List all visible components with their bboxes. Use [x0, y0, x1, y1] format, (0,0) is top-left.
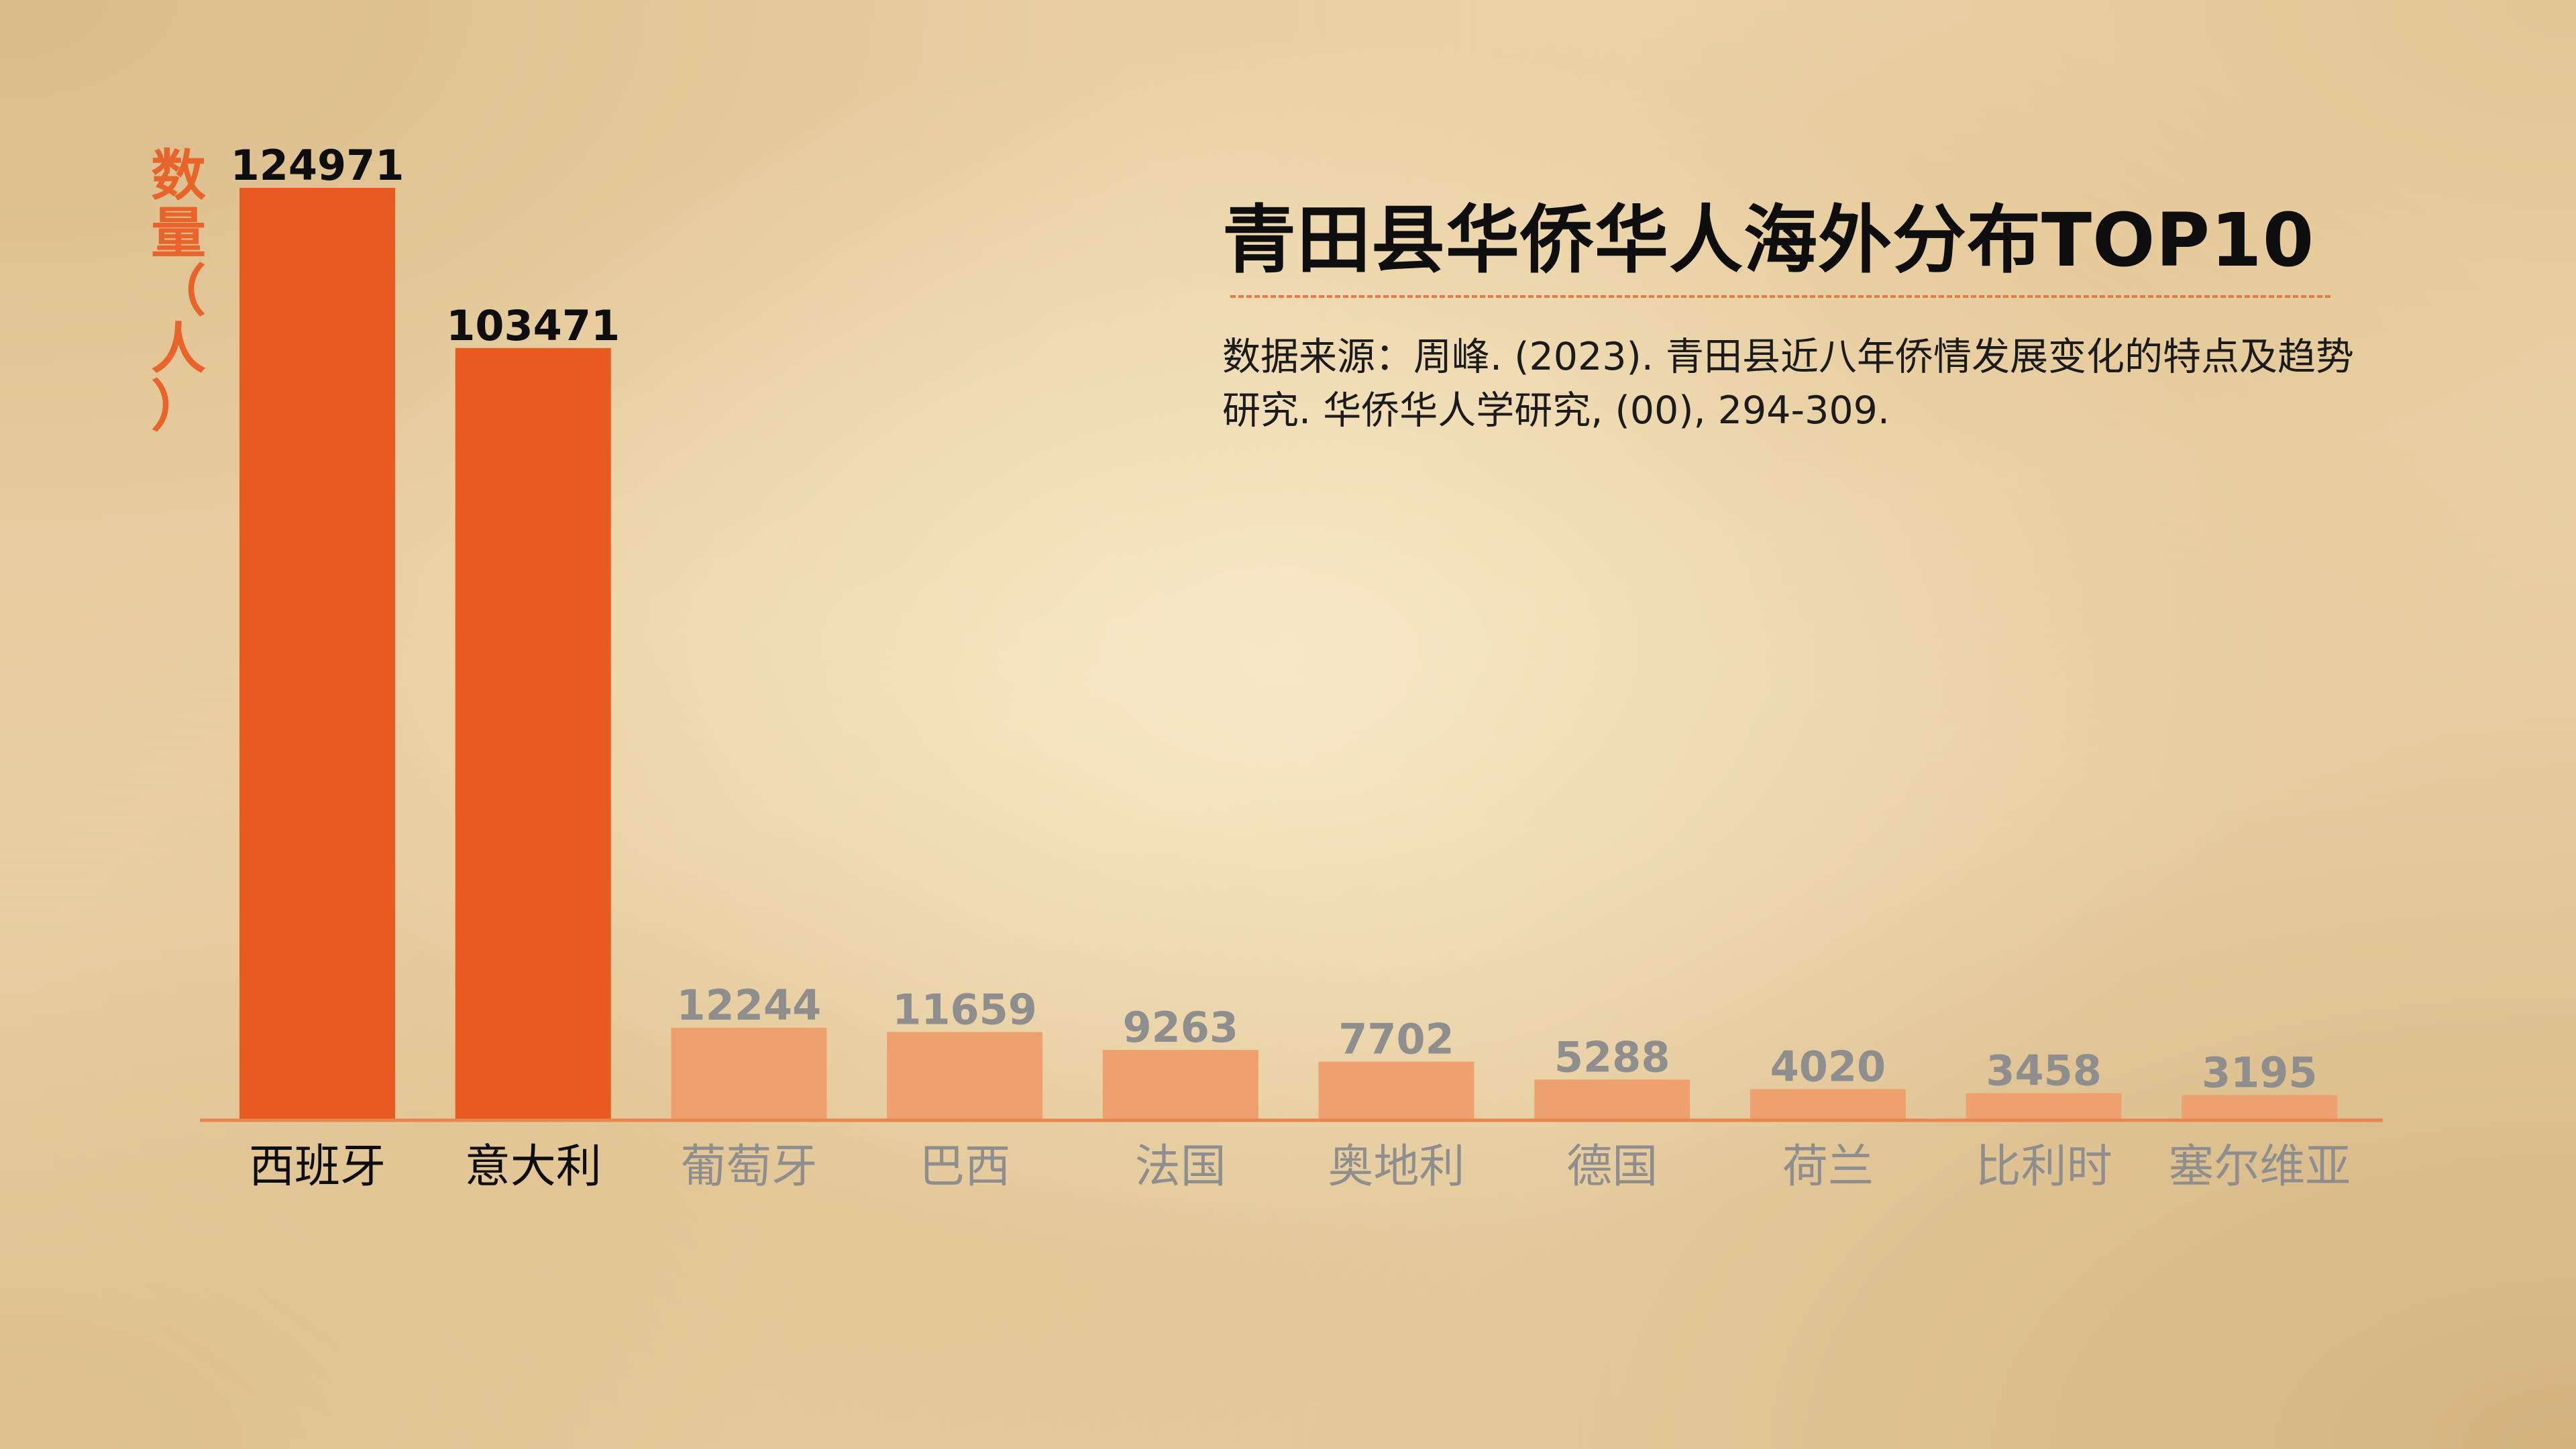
- category-label: 奥地利: [1328, 1140, 1464, 1193]
- category-label: 意大利: [465, 1140, 602, 1193]
- bar-value-label: 3195: [2202, 1049, 2318, 1097]
- bar-value-label: 9263: [1123, 1003, 1239, 1052]
- bar-value-label: 124971: [231, 141, 405, 190]
- category-label: 德国: [1566, 1140, 1658, 1193]
- bar-10: [2182, 1095, 2338, 1119]
- category-label: 荷兰: [1782, 1140, 1874, 1193]
- bar-value-label: 11659: [892, 985, 1037, 1034]
- bar-value-label: 12244: [677, 981, 822, 1030]
- bar-value-label: 3458: [1986, 1046, 2102, 1095]
- data-source-note: 数据来源：周峰. (2023). 青田县近八年侨情发展变化的特点及趋势研究. 华…: [1222, 335, 2355, 433]
- bar-value-label: 7702: [1338, 1015, 1454, 1064]
- bar-value-label: 103471: [446, 301, 620, 350]
- bar-2: [455, 347, 611, 1119]
- category-label: 巴西: [919, 1140, 1010, 1193]
- category-label: 比利时: [1976, 1140, 2112, 1193]
- bar-3: [671, 1028, 827, 1119]
- chart-title: 青田县华侨华人海外分布TOP10: [1222, 197, 2315, 283]
- y-axis-label: 数量（人）: [151, 144, 206, 439]
- bar-1: [239, 188, 395, 1119]
- category-label: 葡萄牙: [680, 1140, 817, 1193]
- bar-value-label: 5288: [1554, 1032, 1670, 1081]
- category-label: 西班牙: [249, 1140, 386, 1193]
- bar-7: [1534, 1079, 1690, 1119]
- title-divider: [1230, 295, 2330, 298]
- bar-9: [1966, 1093, 2122, 1119]
- bar-6: [1318, 1061, 1474, 1119]
- category-label: 塞尔维亚: [2168, 1140, 2351, 1193]
- bar-8: [1750, 1089, 1906, 1119]
- bar-value-label: 4020: [1770, 1042, 1886, 1091]
- category-label: 法国: [1135, 1140, 1226, 1193]
- bar-4: [887, 1032, 1043, 1119]
- bar-5: [1102, 1050, 1258, 1119]
